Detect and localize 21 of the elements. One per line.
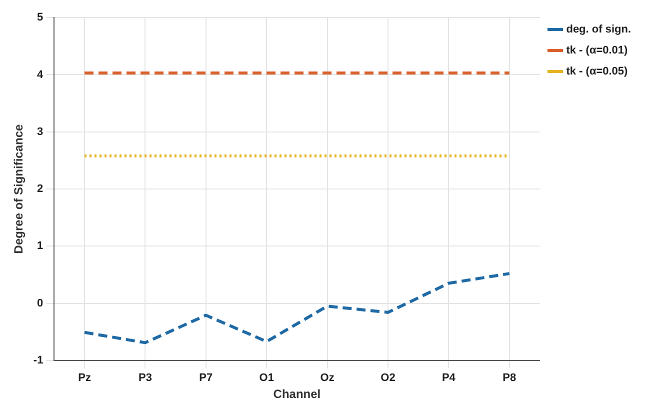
x-tick-label: P4 <box>442 372 456 384</box>
y-tick-label: 4 <box>37 68 44 81</box>
x-tick-label: Oz <box>320 372 335 384</box>
x-tick-label: P3 <box>138 372 152 384</box>
y-tick-label: 2 <box>37 183 44 196</box>
x-tick-label: P8 <box>502 372 516 384</box>
legend-label: tk - (α=0.05) <box>566 66 628 78</box>
y-tick-label: 1 <box>37 240 44 252</box>
y-tick-label: 0 <box>37 297 44 310</box>
y-axis-title: Degree of Significance <box>12 124 26 254</box>
x-tick-label: O1 <box>259 372 274 384</box>
legend-label: deg. of sign. <box>566 24 632 36</box>
y-tick-label: 3 <box>37 126 44 138</box>
legend-label: tk - (α=0.01) <box>566 44 628 57</box>
y-tick-label: -1 <box>33 354 44 366</box>
x-tick-label: P7 <box>199 372 213 384</box>
x-tick-label: O2 <box>380 372 396 384</box>
x-tick-label: Pz <box>78 372 92 384</box>
y-tick-label: 5 <box>37 12 44 24</box>
x-axis-title: Channel <box>273 387 321 402</box>
line-series <box>83 272 511 344</box>
